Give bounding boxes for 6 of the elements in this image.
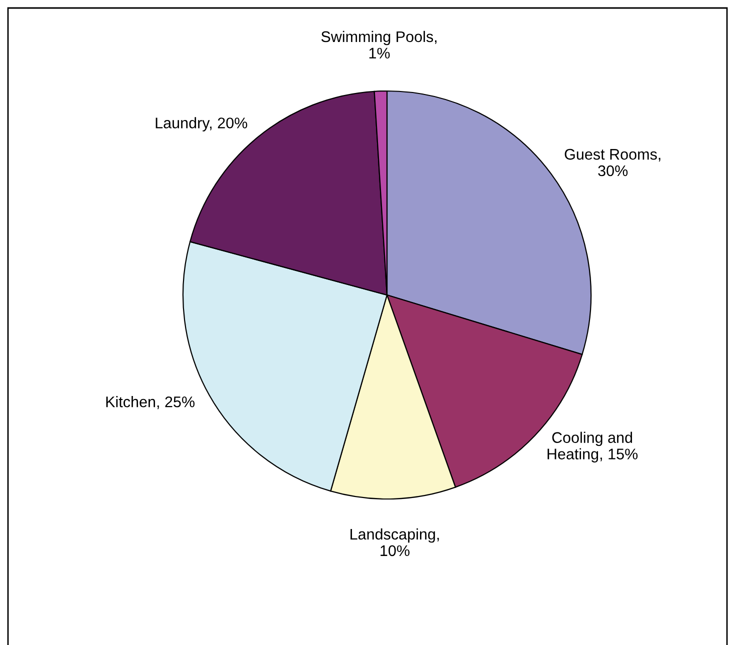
slice-label: Kitchen, 25% [106,396,195,410]
slice-label: Cooling and Heating, 15% [548,432,638,462]
slice-label: Landscaping, 10% [350,528,439,556]
slice-label: Laundry, 20% [156,117,248,132]
slice-label: Swimming Pools, 1% [321,30,436,59]
slice-label: Guest Rooms, 30% [564,148,660,176]
